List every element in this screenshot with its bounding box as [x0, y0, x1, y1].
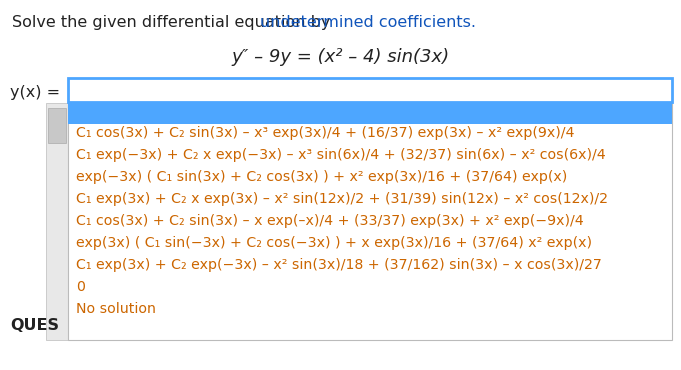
FancyBboxPatch shape [46, 103, 68, 340]
FancyBboxPatch shape [68, 102, 672, 124]
Text: C₁ exp(−3x) + C₂ x exp(−3x) – x³ sin(6x)/4 + (32/37) sin(6x) – x² cos(6x)/4: C₁ exp(−3x) + C₂ x exp(−3x) – x³ sin(6x)… [76, 148, 606, 162]
Text: exp(−3x) ( C₁ sin(3x) + C₂ cos(3x) ) + x² exp(3x)/16 + (37/64) exp(x): exp(−3x) ( C₁ sin(3x) + C₂ cos(3x) ) + x… [76, 170, 567, 184]
Text: y″ – 9y = (x² – 4) sin(3x): y″ – 9y = (x² – 4) sin(3x) [232, 48, 450, 66]
Text: 0: 0 [76, 280, 85, 294]
Text: y(x) =: y(x) = [10, 85, 60, 100]
Text: C₁ cos(3x) + C₂ sin(3x) – x³ exp(3x)/4 + (16/37) exp(3x) – x² exp(9x)/4: C₁ cos(3x) + C₂ sin(3x) – x³ exp(3x)/4 +… [76, 126, 575, 140]
Text: C₁ exp(3x) + C₂ exp(−3x) – x² sin(3x)/18 + (37/162) sin(3x) – x cos(3x)/27: C₁ exp(3x) + C₂ exp(−3x) – x² sin(3x)/18… [76, 258, 602, 272]
FancyBboxPatch shape [68, 78, 672, 102]
Text: Solve the given differential equation by: Solve the given differential equation by [12, 15, 336, 30]
Text: undetermined coefficients.: undetermined coefficients. [260, 15, 476, 30]
Text: C₁ cos(3x) + C₂ sin(3x) – x exp(–x)/4 + (33/37) exp(3x) + x² exp(−9x)/4: C₁ cos(3x) + C₂ sin(3x) – x exp(–x)/4 + … [76, 214, 584, 228]
FancyBboxPatch shape [68, 102, 672, 340]
Text: exp(3x) ( C₁ sin(−3x) + C₂ cos(−3x) ) + x exp(3x)/16 + (37/64) x² exp(x): exp(3x) ( C₁ sin(−3x) + C₂ cos(−3x) ) + … [76, 236, 592, 250]
Text: QUES: QUES [10, 318, 59, 333]
Text: No solution: No solution [76, 302, 156, 316]
FancyBboxPatch shape [48, 108, 66, 143]
Text: C₁ exp(3x) + C₂ x exp(3x) – x² sin(12x)/2 + (31/39) sin(12x) – x² cos(12x)/2: C₁ exp(3x) + C₂ x exp(3x) – x² sin(12x)/… [76, 192, 608, 206]
